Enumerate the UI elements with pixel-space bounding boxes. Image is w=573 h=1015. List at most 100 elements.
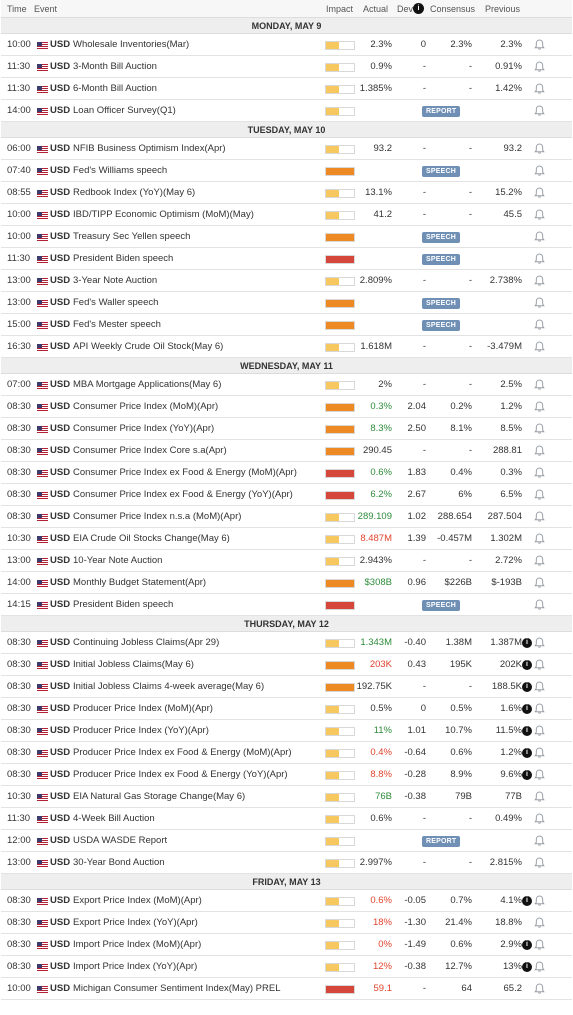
bell-icon[interactable] — [534, 533, 545, 545]
bell-icon[interactable] — [534, 791, 545, 803]
revision-info-icon[interactable]: i — [522, 660, 532, 670]
event-row[interactable]: 07:40 USD Fed's Williams speech SPEECH — [1, 160, 572, 182]
event-name[interactable]: EIA Crude Oil Stocks Change(May 6) — [73, 533, 230, 544]
col-consensus[interactable]: Consensus — [430, 3, 476, 14]
bell-icon[interactable] — [534, 143, 545, 155]
event-name[interactable]: Producer Price Index ex Food & Energy (Y… — [73, 769, 288, 780]
col-event[interactable]: Event — [34, 3, 58, 14]
event-row[interactable]: 11:30 USD 4-Week Bill Auction 0.6% - - 0.49% — [1, 808, 572, 830]
bell-icon[interactable] — [534, 769, 545, 781]
revision-info-icon[interactable]: i — [522, 704, 532, 714]
col-dev[interactable]: Dev — [397, 3, 414, 14]
col-actual[interactable]: Actual — [363, 3, 389, 14]
bell-icon[interactable] — [534, 939, 545, 951]
event-name[interactable]: President Biden speech — [73, 253, 174, 264]
bell-icon[interactable] — [534, 423, 545, 435]
event-row[interactable]: 08:30 USD Consumer Price Index (MoM)(Apr) 0… — [1, 396, 572, 418]
event-name[interactable]: President Biden speech — [73, 599, 174, 610]
bell-icon[interactable] — [534, 209, 545, 221]
col-impact[interactable]: Impact — [326, 3, 354, 14]
bell-icon[interactable] — [534, 341, 545, 353]
event-row[interactable]: 08:30 USD Producer Price Index ex Food & E… — [1, 742, 572, 764]
event-row[interactable]: 08:30 USD Import Price Index (YoY)(Apr) 12%… — [1, 956, 572, 978]
event-row[interactable]: 08:30 USD Initial Jobless Claims 4-week av… — [1, 676, 572, 698]
bell-icon[interactable] — [534, 39, 545, 51]
event-row[interactable]: 13:00 USD 10-Year Note Auction 2.943% - - 2.72… — [1, 550, 572, 572]
event-name[interactable]: Redbook Index (YoY)(May 6) — [73, 187, 196, 198]
report-badge[interactable]: REPORT — [422, 836, 461, 847]
event-name[interactable]: Import Price Index (YoY)(Apr) — [73, 961, 198, 972]
event-row[interactable]: 08:30 USD Export Price Index (YoY)(Apr) 18%… — [1, 912, 572, 934]
event-name[interactable]: Consumer Price Index Core s.a(Apr) — [73, 445, 227, 456]
revision-info-icon[interactable]: i — [522, 748, 532, 758]
event-row[interactable]: 08:30 USD Producer Price Index ex Food & E… — [1, 764, 572, 786]
event-row[interactable]: 11:30 USD 6-Month Bill Auction 1.385% - - 1.42… — [1, 78, 572, 100]
event-name[interactable]: Wholesale Inventories(Mar) — [73, 39, 190, 50]
event-name[interactable]: Producer Price Index (YoY)(Apr) — [73, 725, 209, 736]
event-row[interactable]: 14:00 USD Loan Officer Survey(Q1) REPORT — [1, 100, 572, 122]
event-name[interactable]: 3-Month Bill Auction — [73, 61, 157, 72]
event-name[interactable]: Initial Jobless Claims(May 6) — [73, 659, 194, 670]
bell-icon[interactable] — [534, 319, 545, 331]
event-row[interactable]: 12:00 USD USDA WASDE Report REPORT — [1, 830, 572, 852]
event-row[interactable]: 10:00 USD IBD/TIPP Economic Optimism (MoM)… — [1, 204, 572, 226]
bell-icon[interactable] — [534, 747, 545, 759]
bell-icon[interactable] — [534, 725, 545, 737]
event-name[interactable]: Fed's Waller speech — [73, 297, 159, 308]
event-row[interactable]: 08:30 USD Producer Price Index (MoM)(Apr) 0… — [1, 698, 572, 720]
event-row[interactable]: 14:00 USD Monthly Budget Statement(Apr) $30… — [1, 572, 572, 594]
bell-icon[interactable] — [534, 835, 545, 847]
event-name[interactable]: Consumer Price Index (YoY)(Apr) — [73, 423, 215, 434]
bell-icon[interactable] — [534, 511, 545, 523]
event-name[interactable]: Export Price Index (YoY)(Apr) — [73, 917, 198, 928]
event-name[interactable]: USDA WASDE Report — [73, 835, 168, 846]
event-row[interactable]: 10:30 USD EIA Crude Oil Stocks Change(May … — [1, 528, 572, 550]
event-row[interactable]: 08:30 USD Continuing Jobless Claims(Apr 29… — [1, 632, 572, 654]
bell-icon[interactable] — [534, 857, 545, 869]
bell-icon[interactable] — [534, 83, 545, 95]
event-row[interactable]: 13:00 USD 3-Year Note Auction 2.809% - - 2.738… — [1, 270, 572, 292]
event-name[interactable]: Consumer Price Index ex Food & Energy (Y… — [73, 489, 293, 500]
speech-badge[interactable]: SPEECH — [422, 232, 460, 243]
speech-badge[interactable]: SPEECH — [422, 600, 460, 611]
bell-icon[interactable] — [534, 165, 545, 177]
event-name[interactable]: IBD/TIPP Economic Optimism (MoM)(May) — [73, 209, 254, 220]
event-row[interactable]: 08:30 USD Export Price Index (MoM)(Apr) 0.6… — [1, 890, 572, 912]
revision-info-icon[interactable]: i — [522, 962, 532, 972]
bell-icon[interactable] — [534, 253, 545, 265]
bell-icon[interactable] — [534, 489, 545, 501]
event-name[interactable]: 3-Year Note Auction — [73, 275, 158, 286]
event-name[interactable]: Producer Price Index (MoM)(Apr) — [73, 703, 213, 714]
event-row[interactable]: 08:30 USD Consumer Price Index ex Food & E… — [1, 484, 572, 506]
event-row[interactable]: 10:00 USD Treasury Sec Yellen speech SPEECH — [1, 226, 572, 248]
event-row[interactable]: 10:30 USD EIA Natural Gas Storage Change(M… — [1, 786, 572, 808]
bell-icon[interactable] — [534, 231, 545, 243]
event-row[interactable]: 08:30 USD Producer Price Index (YoY)(Apr) 1… — [1, 720, 572, 742]
bell-icon[interactable] — [534, 917, 545, 929]
revision-info-icon[interactable]: i — [522, 770, 532, 780]
revision-info-icon[interactable]: i — [522, 940, 532, 950]
event-name[interactable]: Continuing Jobless Claims(Apr 29) — [73, 637, 220, 648]
bell-icon[interactable] — [534, 401, 545, 413]
event-row[interactable]: 10:00 USD Wholesale Inventories(Mar) 2.3% 0 2… — [1, 34, 572, 56]
event-name[interactable]: EIA Natural Gas Storage Change(May 6) — [73, 791, 246, 802]
event-name[interactable]: Import Price Index (MoM)(Apr) — [73, 939, 202, 950]
speech-badge[interactable]: SPEECH — [422, 166, 460, 177]
event-row[interactable]: 16:30 USD API Weekly Crude Oil Stock(May 6… — [1, 336, 572, 358]
speech-badge[interactable]: SPEECH — [422, 298, 460, 309]
bell-icon[interactable] — [534, 275, 545, 287]
event-row[interactable]: 11:30 USD 3-Month Bill Auction 0.9% - - 0.91% — [1, 56, 572, 78]
event-row[interactable]: 11:30 USD President Biden speech SPEECH — [1, 248, 572, 270]
event-row[interactable]: 08:30 USD Consumer Price Index (YoY)(Apr) 8… — [1, 418, 572, 440]
event-name[interactable]: Loan Officer Survey(Q1) — [73, 105, 176, 116]
bell-icon[interactable] — [534, 637, 545, 649]
event-name[interactable]: 6-Month Bill Auction — [73, 83, 157, 94]
bell-icon[interactable] — [534, 895, 545, 907]
event-name[interactable]: Export Price Index (MoM)(Apr) — [73, 895, 202, 906]
revision-info-icon[interactable]: i — [522, 896, 532, 906]
bell-icon[interactable] — [534, 703, 545, 715]
event-name[interactable]: MBA Mortgage Applications(May 6) — [73, 379, 222, 390]
event-name[interactable]: Producer Price Index ex Food & Energy (M… — [73, 747, 292, 758]
bell-icon[interactable] — [534, 983, 545, 995]
speech-badge[interactable]: SPEECH — [422, 320, 460, 331]
